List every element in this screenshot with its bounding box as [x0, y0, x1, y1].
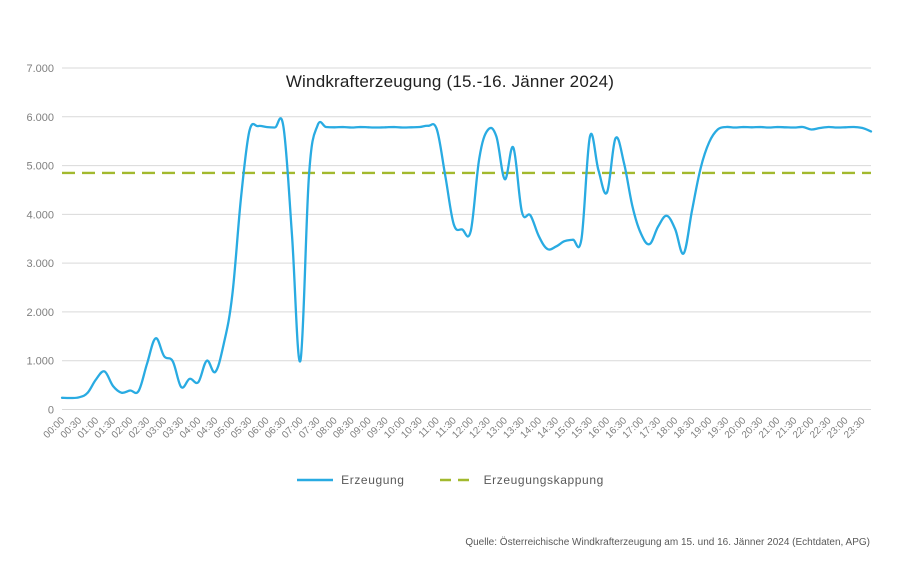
legend-item-erzeugung: Erzeugung [296, 473, 404, 487]
y-tick-label: 5.000 [26, 161, 54, 173]
erzeugung-line [60, 117, 873, 400]
legend: Erzeugung Erzeugungskappung [0, 473, 900, 487]
y-tick-label: 6.000 [26, 112, 54, 124]
chart-title: Windkrafterzeugung (15.-16. Jänner 2024) [285, 72, 615, 91]
y-tick-label: 0 [48, 405, 54, 417]
legend-item-erzeugungskappung: Erzeugungskappung [439, 473, 604, 487]
kappung-line-swatch [439, 478, 476, 482]
legend-label-erzeugung: Erzeugung [341, 473, 405, 487]
y-tick-label: 4.000 [26, 209, 54, 221]
erzeugung-line-swatch [297, 478, 334, 482]
legend-label-erzeugungskappung: Erzeugungskappung [483, 473, 604, 487]
y-tick-label: 7.000 [26, 63, 54, 75]
source-caption: Quelle: Österreichische Windkrafterzeugu… [465, 537, 870, 548]
y-tick-label: 1.000 [26, 356, 54, 368]
y-tick-label: 3.000 [26, 258, 54, 270]
y-tick-label: 2.000 [26, 307, 54, 319]
